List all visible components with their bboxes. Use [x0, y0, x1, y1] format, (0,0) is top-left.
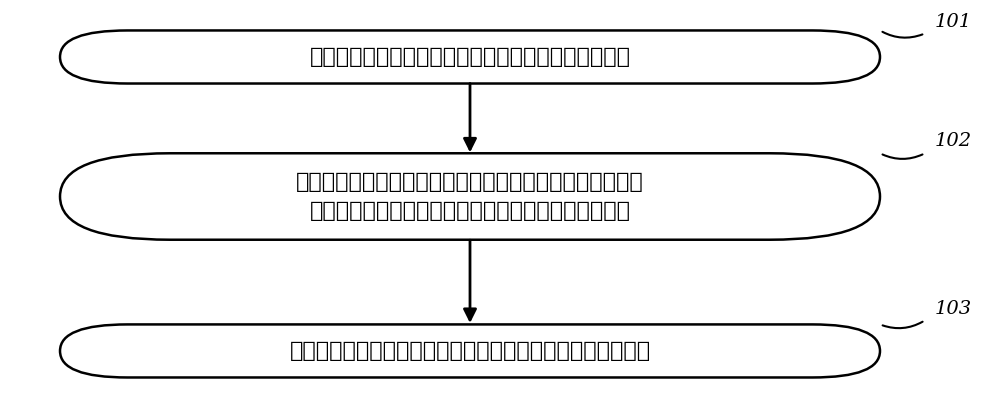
Text: 102: 102: [935, 132, 972, 151]
FancyBboxPatch shape: [60, 325, 880, 377]
Text: 103: 103: [935, 299, 972, 318]
Text: 若通过集成控制器获得的直流母线电压不为正常状态，根据
与直流母线连接的多个部件的工作参数，确定故障等级: 若通过集成控制器获得的直流母线电压不为正常状态，根据 与直流母线连接的多个部件的…: [296, 172, 644, 221]
Text: 检测集成控制器上获得的直流母线电压是否为正常状态: 检测集成控制器上获得的直流母线电压是否为正常状态: [310, 47, 631, 67]
Text: 根据所述故障等级，执行与所述故障等级对应的预设处理机制: 根据所述故障等级，执行与所述故障等级对应的预设处理机制: [289, 341, 651, 361]
Text: 101: 101: [935, 13, 972, 31]
FancyBboxPatch shape: [60, 153, 880, 240]
FancyBboxPatch shape: [60, 30, 880, 83]
